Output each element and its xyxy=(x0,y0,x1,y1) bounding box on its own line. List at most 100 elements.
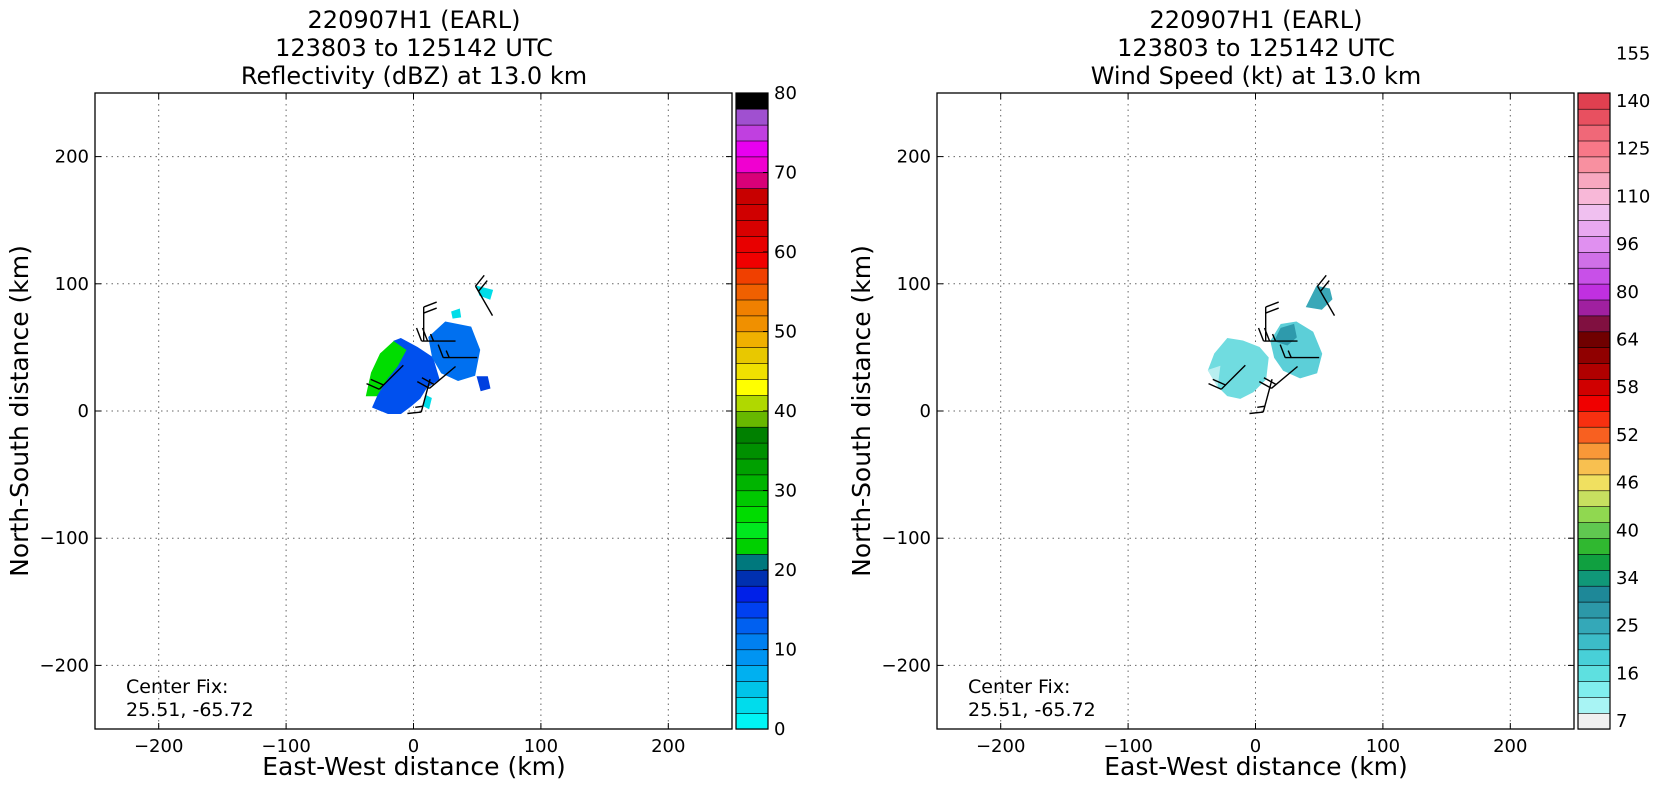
colorbar-swatch xyxy=(1577,712,1611,730)
colorbar-frame xyxy=(1577,92,1611,730)
panel1-ticks: −200 −100 0 100 200 −200 −100 0 100 200 xyxy=(40,93,732,757)
colorbar-swatch xyxy=(735,521,769,539)
wind-barb xyxy=(366,364,404,390)
wind-barb xyxy=(416,365,456,389)
colorbar-swatch xyxy=(1577,649,1611,667)
colorbar-swatch xyxy=(1577,633,1611,651)
colorbar-swatch xyxy=(735,299,769,317)
colorbar-swatch xyxy=(1577,696,1611,714)
colorbar-swatch xyxy=(735,569,769,587)
colorbar-swatch xyxy=(1577,204,1611,221)
panel2-title-line1: 220907H1 (EARL) xyxy=(1150,6,1363,34)
x-tick-label: −100 xyxy=(261,736,310,757)
panel1-title-line2: 123803 to 125142 UTC xyxy=(275,34,553,62)
data-region xyxy=(1273,323,1297,346)
wind-barb xyxy=(1257,327,1298,342)
wind-barb xyxy=(1264,301,1279,342)
wind-barb xyxy=(415,327,456,342)
wind-barb xyxy=(1258,365,1298,389)
colorbar-tick-label: 60 xyxy=(774,242,797,263)
panel2-plot-frame xyxy=(936,92,1575,730)
colorbar-swatch xyxy=(1577,426,1611,444)
colorbar-swatch xyxy=(1577,665,1611,682)
windspeed-panel: 220907H1 (EARL) 123803 to 125142 UTC Win… xyxy=(847,6,1650,781)
data-region xyxy=(372,337,440,414)
colorbar-swatch xyxy=(735,680,769,698)
colorbar-swatch xyxy=(1577,458,1611,476)
colorbar-tick-label: 125 xyxy=(1616,139,1650,160)
colorbar-swatch xyxy=(1577,267,1611,285)
panel1-title-line3: Reflectivity (dBZ) at 13.0 km xyxy=(241,62,587,90)
panel1-title-line1: 220907H1 (EARL) xyxy=(308,6,521,34)
x-tick-label: −100 xyxy=(1103,736,1152,757)
wind-barb xyxy=(1249,379,1273,415)
colorbar-swatch xyxy=(735,251,769,269)
colorbar-swatch xyxy=(735,649,769,667)
colorbar-tick-label: 34 xyxy=(1616,568,1639,589)
data-region xyxy=(1305,285,1333,310)
colorbar-swatch xyxy=(1577,299,1611,317)
colorbar-swatch xyxy=(735,633,769,651)
panel1-xlabel: East-West distance (km) xyxy=(262,752,566,781)
colorbar-swatch xyxy=(1577,188,1611,205)
colorbar-tick-label: 155 xyxy=(1616,43,1650,64)
x-tick-label: −200 xyxy=(134,736,183,757)
colorbar-swatch xyxy=(1577,156,1611,174)
data-region xyxy=(428,321,481,382)
x-tick-label: −200 xyxy=(976,736,1025,757)
panel2-centerfix-value: 25.51, -65.72 xyxy=(968,699,1096,721)
colorbar-swatch xyxy=(735,537,769,555)
colorbar-swatch xyxy=(1577,410,1611,428)
colorbar-swatch xyxy=(735,362,769,380)
colorbar-swatch xyxy=(1577,235,1611,253)
panel2-ylabel: North-South distance (km) xyxy=(847,245,876,577)
x-tick-label: 100 xyxy=(1366,736,1400,757)
colorbar-tick-label: 16 xyxy=(1616,663,1639,684)
x-tick-label: 0 xyxy=(408,736,419,757)
colorbar-tick-label: 80 xyxy=(1616,282,1639,303)
wind-barb xyxy=(437,344,478,359)
colorbar-swatch xyxy=(735,712,769,730)
colorbar-swatch xyxy=(1577,378,1611,396)
colorbar-swatch xyxy=(735,490,769,508)
y-tick-label: −100 xyxy=(882,528,931,549)
colorbar-swatch xyxy=(1577,601,1611,619)
panel2-grid xyxy=(937,93,1574,729)
colorbar-swatch xyxy=(1577,680,1611,698)
colorbar-swatch xyxy=(1577,315,1611,333)
colorbar-swatch xyxy=(735,219,769,237)
wind-barb xyxy=(1208,364,1246,390)
colorbar-swatch xyxy=(1577,585,1611,603)
colorbar-tick-label: 140 xyxy=(1616,91,1650,112)
colorbar-tick-label: 30 xyxy=(774,481,797,502)
y-tick-label: 100 xyxy=(55,274,89,295)
colorbar-swatch xyxy=(1577,537,1611,555)
wind-barb xyxy=(407,379,431,415)
panel2-title-line2: 123803 to 125142 UTC xyxy=(1117,34,1395,62)
colorbar-tick-label: 40 xyxy=(774,401,797,422)
y-tick-label: 200 xyxy=(55,147,89,168)
colorbar-swatch xyxy=(1577,140,1611,158)
panel1-echo-regions xyxy=(365,285,494,414)
colorbar-swatch xyxy=(735,585,769,603)
colorbar-swatch xyxy=(735,124,769,142)
colorbar-swatch xyxy=(735,108,769,126)
colorbar-swatch xyxy=(1577,331,1611,349)
colorbar-swatch xyxy=(1577,553,1611,571)
colorbar-swatch xyxy=(735,315,769,333)
colorbar-tick-label: 7 xyxy=(1616,711,1627,732)
colorbar-swatch xyxy=(1577,569,1611,587)
colorbar-swatch xyxy=(735,442,769,460)
y-tick-label: −200 xyxy=(40,655,89,676)
panel1-colorbar: 0 10 20 30 40 50 60 70 80 xyxy=(735,83,797,740)
colorbar-swatch xyxy=(735,140,769,158)
y-tick-label: 0 xyxy=(920,401,931,422)
panel2-centerfix-label: Center Fix: xyxy=(968,676,1070,698)
panel1-grid xyxy=(95,93,732,729)
x-tick-label: 200 xyxy=(651,736,685,757)
panel2-ticks: −200 −100 0 100 200 −200 −100 0 100 200 xyxy=(882,93,1574,757)
colorbar-swatch xyxy=(735,696,769,714)
wind-barb xyxy=(422,301,437,342)
panel1-wind-barbs xyxy=(366,274,494,415)
panel1-centerfix-label: Center Fix: xyxy=(126,676,228,698)
